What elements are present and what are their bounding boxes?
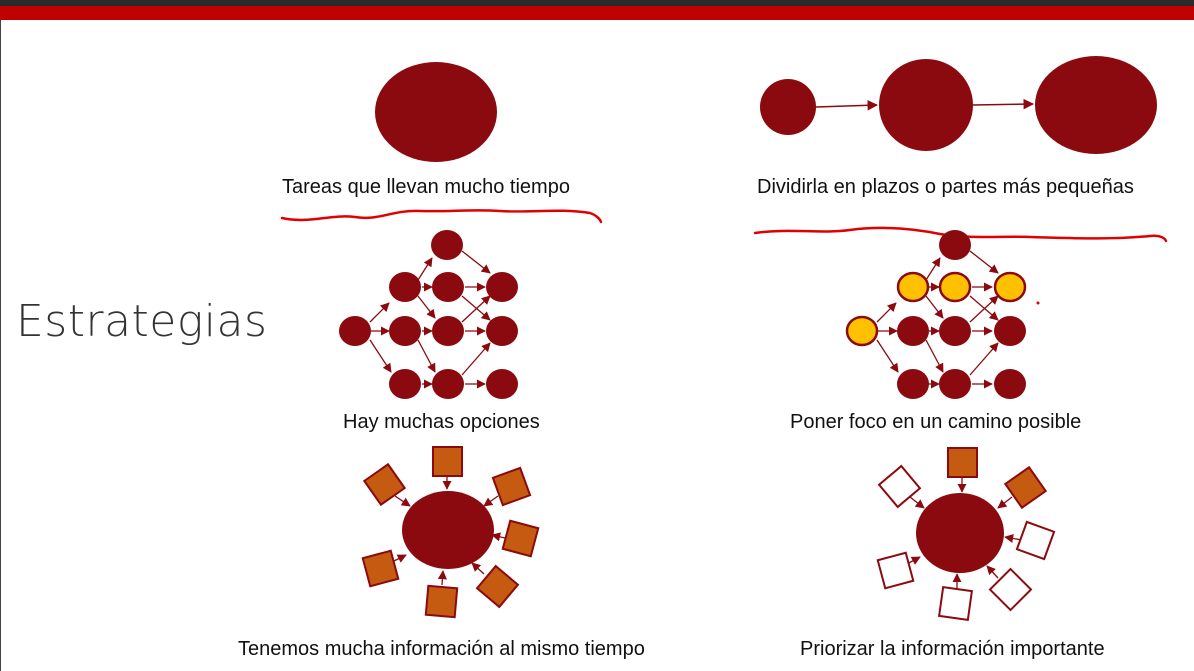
graph-node-highlighted [993, 271, 1027, 303]
focus-graph-right-nodes [845, 230, 1040, 399]
graph-node-highlighted [896, 271, 930, 303]
underline-scribble-left [280, 209, 603, 224]
split-task-chain [760, 56, 1157, 154]
caption-much-info: Tenemos mucha información al mismo tiemp… [238, 638, 645, 660]
graph-node [939, 369, 971, 399]
small-task-node [760, 79, 816, 135]
info-square [424, 584, 459, 619]
graph-node [389, 369, 421, 399]
info-overload-diagram [361, 446, 540, 619]
caption-long-tasks: Tareas que llevan mucho tiempo [282, 176, 570, 198]
graph-node-highlighted [938, 271, 972, 303]
graph-node [486, 316, 518, 346]
slide-left-border [0, 20, 1, 671]
large-task-node [375, 62, 497, 162]
info-square-empty [937, 585, 974, 622]
focus-graph-right [876, 250, 999, 389]
graph-node [431, 230, 463, 260]
info-square [491, 466, 532, 507]
top-bar-red [0, 6, 1194, 20]
options-graph-left-nodes [339, 230, 518, 399]
caption-prioritize-info: Priorizar la información importante [800, 638, 1105, 660]
graph-node-highlighted [845, 315, 879, 347]
graph-node [897, 316, 929, 346]
graph-node [432, 316, 464, 346]
options-graph-left [369, 250, 491, 389]
graph-node [339, 316, 371, 346]
graph-node [939, 316, 971, 346]
info-square-selected [947, 447, 978, 478]
prioritized-info-diagram [876, 447, 1056, 622]
graph-node [486, 272, 518, 302]
caption-focus-path: Poner foco en un camino posible [790, 411, 1082, 433]
graph-node [939, 230, 971, 260]
graph-node [897, 369, 929, 399]
top-bar-dark [0, 0, 1194, 6]
info-square [432, 446, 463, 477]
graph-node [432, 272, 464, 302]
chain-arrow-1 [815, 100, 879, 111]
chain-arrow-2 [972, 98, 1035, 110]
info-square [475, 564, 520, 609]
caption-split-tasks: Dividirla en plazos o partes más pequeña… [757, 176, 1134, 198]
graph-node [994, 369, 1026, 399]
graph-node [994, 316, 1026, 346]
info-square [362, 462, 407, 507]
info-square-empty [877, 464, 922, 509]
graph-node [389, 272, 421, 302]
annotation-dot [1036, 301, 1040, 305]
large-task-node-2 [1035, 56, 1157, 154]
info-square-empty [876, 551, 915, 590]
info-square [501, 519, 540, 558]
graph-node [432, 369, 464, 399]
graph-node [486, 369, 518, 399]
info-square-empty [1015, 520, 1056, 561]
central-mind-node [402, 491, 494, 569]
info-square [361, 549, 400, 588]
info-square-empty [988, 567, 1033, 612]
central-mind-node [916, 493, 1004, 573]
medium-task-node [879, 59, 973, 151]
info-square-selected [1003, 465, 1048, 510]
graph-node [389, 316, 421, 346]
underline-scribble-right [753, 226, 1168, 243]
slide-title: Estrategias [16, 296, 268, 347]
caption-many-options: Hay muchas opciones [343, 411, 540, 433]
